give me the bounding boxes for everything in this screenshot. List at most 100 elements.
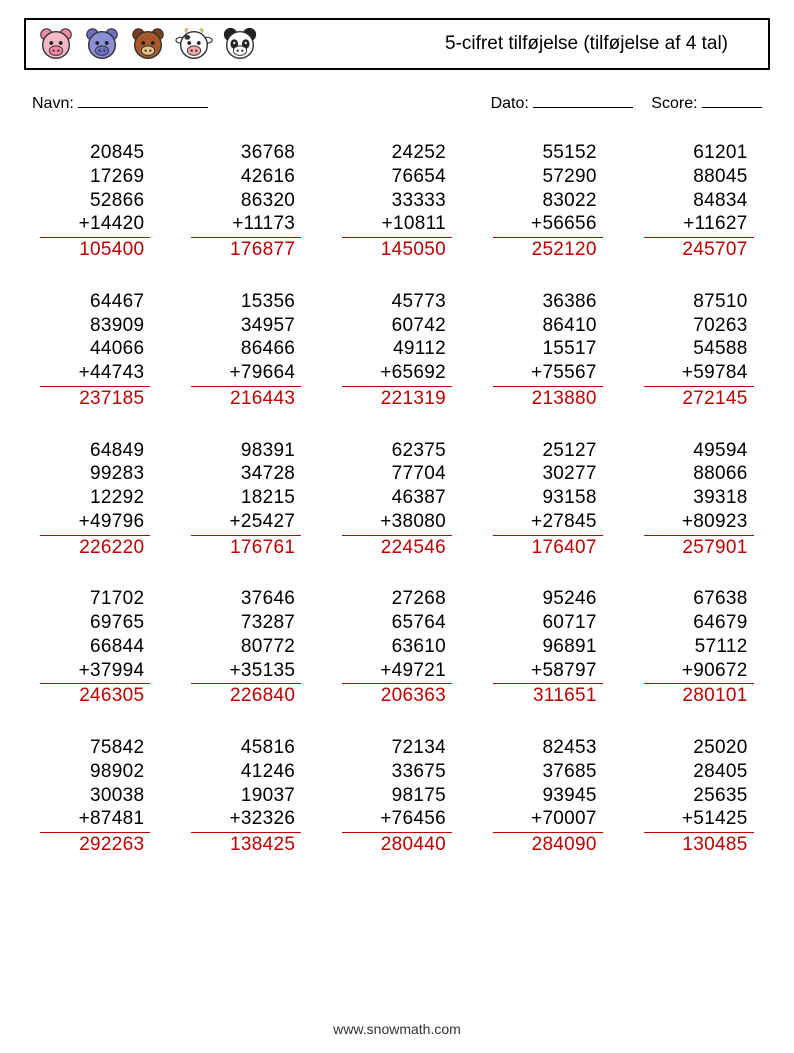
operand: 93945 (493, 784, 603, 808)
answer: 284090 (493, 833, 603, 857)
operand: 34728 (191, 462, 301, 486)
panda-icon (220, 24, 260, 64)
date-blank[interactable] (533, 92, 633, 108)
operand: +35135 (191, 659, 301, 685)
operand: 76654 (342, 165, 452, 189)
answer: 280101 (644, 684, 754, 708)
answer: 216443 (191, 387, 301, 411)
operand: 65764 (342, 611, 452, 635)
operand: 19037 (191, 784, 301, 808)
operand: +58797 (493, 659, 603, 685)
answer: 252120 (493, 238, 603, 262)
operand: 98175 (342, 784, 452, 808)
addition-problem: 457736074249112+65692221319 (342, 290, 452, 411)
addition-problem: 648499928312292+49796226220 (40, 439, 150, 560)
operand: +80923 (644, 510, 754, 536)
hippo-icon (82, 24, 122, 64)
operand: +75567 (493, 361, 603, 387)
operand: 77704 (342, 462, 452, 486)
operand: 66844 (40, 635, 150, 659)
operand: 27268 (342, 587, 452, 611)
operand: 62375 (342, 439, 452, 463)
score-blank[interactable] (702, 92, 762, 108)
answer: 237185 (40, 387, 150, 411)
answer: 226840 (191, 684, 301, 708)
operand: 41246 (191, 760, 301, 784)
addition-problem: 623757770446387+38080224546 (342, 439, 452, 560)
operand: 57112 (644, 635, 754, 659)
operand: 36386 (493, 290, 603, 314)
operand: 44066 (40, 337, 150, 361)
operand: 64467 (40, 290, 150, 314)
worksheet-title: 5-cifret tilføjelse (tilføjelse af 4 tal… (445, 33, 758, 55)
answer: 280440 (342, 833, 452, 857)
operand: +10811 (342, 212, 452, 238)
addition-problem: 551525729083022+56656252120 (493, 141, 603, 262)
operand: 63610 (342, 635, 452, 659)
operand: +56656 (493, 212, 603, 238)
operand: 60742 (342, 314, 452, 338)
answer: 311651 (493, 684, 603, 708)
answer: 221319 (342, 387, 452, 411)
operand: 17269 (40, 165, 150, 189)
operand: +51425 (644, 807, 754, 833)
addition-problem: 242527665433333+10811145050 (342, 141, 452, 262)
meta-row: Navn: Dato: Score: (32, 92, 762, 113)
answer: 176407 (493, 536, 603, 560)
addition-problem: 251273027793158+27845176407 (493, 439, 603, 560)
addition-problem: 208451726952866+14420105400 (40, 141, 150, 262)
operand: 83909 (40, 314, 150, 338)
operand: 88045 (644, 165, 754, 189)
operand: 86410 (493, 314, 603, 338)
operand: 25635 (644, 784, 754, 808)
operand: 49594 (644, 439, 754, 463)
operand: 95246 (493, 587, 603, 611)
operand: 98902 (40, 760, 150, 784)
operand: 54588 (644, 337, 754, 361)
operand: 73287 (191, 611, 301, 635)
operand: +65692 (342, 361, 452, 387)
addition-problem: 952466071796891+58797311651 (493, 587, 603, 708)
addition-problem: 153563495786466+79664216443 (191, 290, 301, 411)
cow-icon (174, 24, 214, 64)
operand: 88066 (644, 462, 754, 486)
operand: 37646 (191, 587, 301, 611)
addition-problem: 676386467957112+90672280101 (644, 587, 754, 708)
answer: 246305 (40, 684, 150, 708)
addition-problem: 717026976566844+37994246305 (40, 587, 150, 708)
operand: 45816 (191, 736, 301, 760)
name-blank[interactable] (78, 92, 208, 108)
operand: 99283 (40, 462, 150, 486)
pig-icon (36, 24, 76, 64)
operand: +14420 (40, 212, 150, 238)
operand: +79664 (191, 361, 301, 387)
operand: 12292 (40, 486, 150, 510)
answer: 176877 (191, 238, 301, 262)
bear-icon (128, 24, 168, 64)
operand: 96891 (493, 635, 603, 659)
operand: +32326 (191, 807, 301, 833)
operand: +11173 (191, 212, 301, 238)
operand: 72134 (342, 736, 452, 760)
operand: 82453 (493, 736, 603, 760)
operand: 55152 (493, 141, 603, 165)
problems-grid: 208451726952866+144201054003676842616863… (32, 141, 762, 857)
operand: 69765 (40, 611, 150, 635)
addition-problem: 250202840525635+51425130485 (644, 736, 754, 857)
answer: 226220 (40, 536, 150, 560)
answer: 138425 (191, 833, 301, 857)
answer: 257901 (644, 536, 754, 560)
answer: 145050 (342, 238, 452, 262)
addition-problem: 875107026354588+59784272145 (644, 290, 754, 411)
addition-problem: 376467328780772+35135226840 (191, 587, 301, 708)
operand: 18215 (191, 486, 301, 510)
answer: 130485 (644, 833, 754, 857)
addition-problem: 458164124619037+32326138425 (191, 736, 301, 857)
operand: 87510 (644, 290, 754, 314)
operand: +70007 (493, 807, 603, 833)
addition-problem: 721343367598175+76456280440 (342, 736, 452, 857)
operand: 20845 (40, 141, 150, 165)
operand: 33675 (342, 760, 452, 784)
answer: 176761 (191, 536, 301, 560)
operand: 25127 (493, 439, 603, 463)
